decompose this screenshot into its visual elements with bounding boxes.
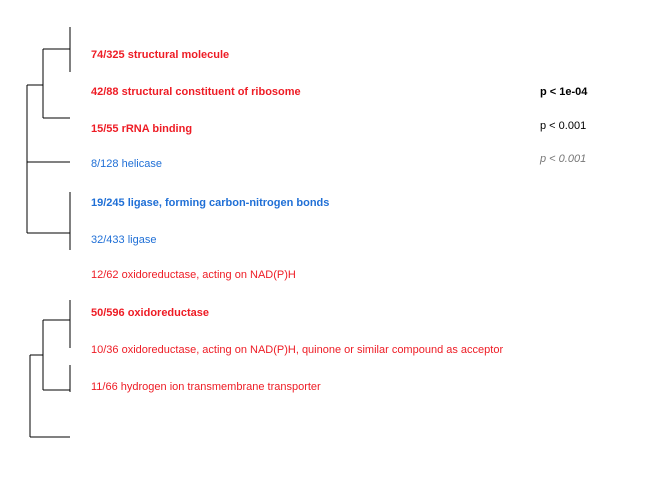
- go-term-label: 10/36 oxidoreductase, acting on NAD(P)H,…: [91, 344, 504, 356]
- legend-p-0001: p < 0.001: [540, 120, 587, 132]
- go-term-label: 32/433 ligase: [91, 234, 157, 246]
- go-term-label: 42/88 structural constituent of ribosome: [91, 86, 301, 98]
- go-term-label: 74/325 structural molecule: [91, 49, 230, 61]
- go-term-label: 11/66 hydrogen ion transmembrane transpo…: [91, 381, 321, 393]
- go-term-label: 8/128 helicase: [91, 158, 162, 170]
- go-term-label: 15/55 rRNA binding: [91, 123, 193, 135]
- go-term-label: 50/596 oxidoreductase: [91, 307, 210, 319]
- legend-p-0001-italic: p < 0.001: [540, 153, 587, 165]
- go-term-label: 19/245 ligase, forming carbon-nitrogen b…: [91, 197, 330, 209]
- legend-p-1e04: p < 1e-04: [540, 86, 588, 98]
- go-term-label: 12/62 oxidoreductase, acting on NAD(P)H: [91, 269, 296, 281]
